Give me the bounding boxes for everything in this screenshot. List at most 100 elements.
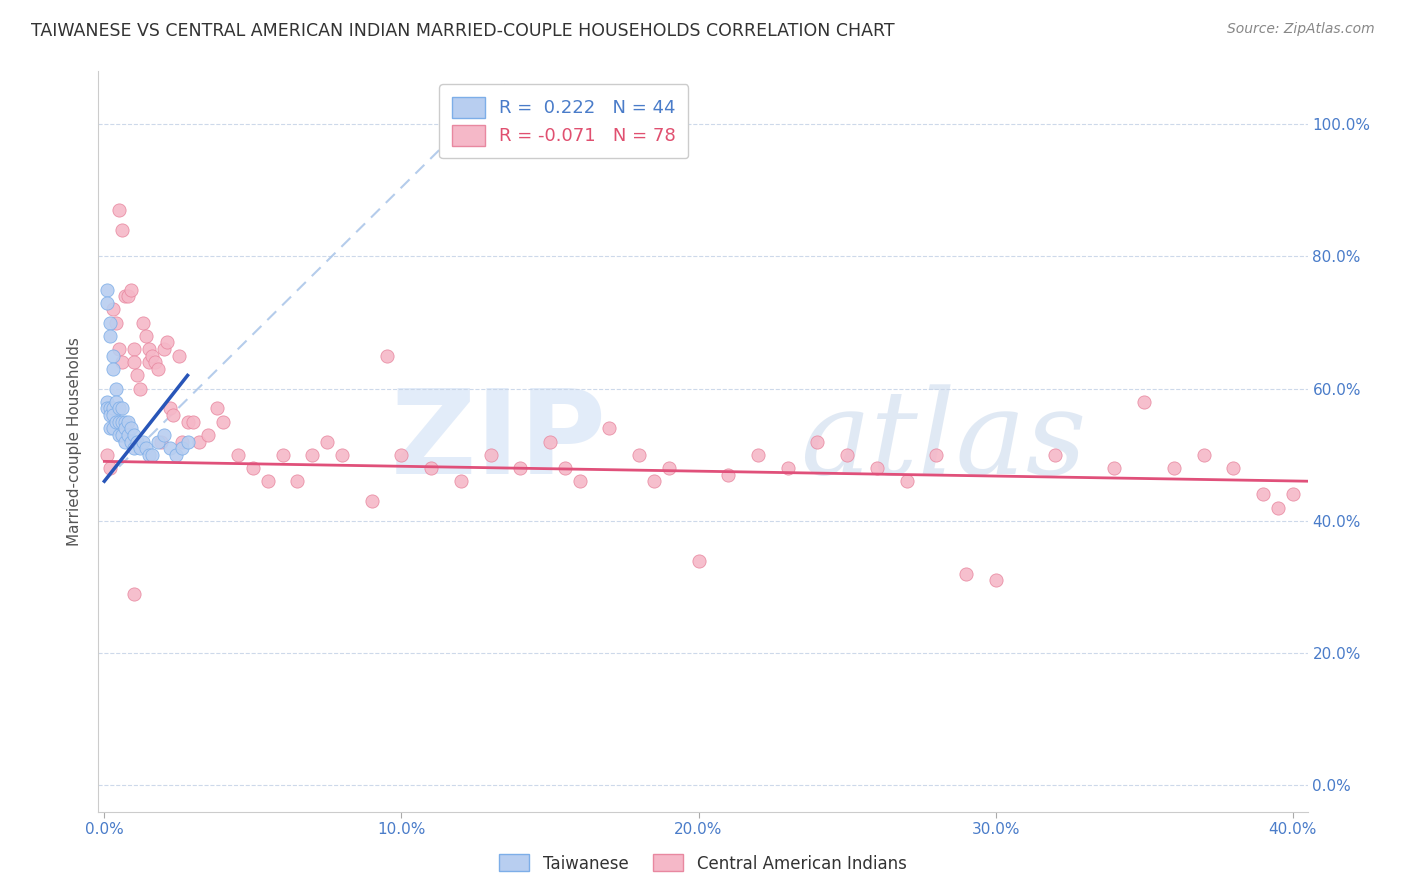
Point <box>360 494 382 508</box>
Point <box>122 441 145 455</box>
Point <box>170 441 193 455</box>
Point <box>98 408 121 422</box>
Point <box>117 415 139 429</box>
Point <box>207 401 229 416</box>
Point <box>111 401 134 416</box>
Legend: Taiwanese, Central American Indians: Taiwanese, Central American Indians <box>492 847 914 880</box>
Point <box>420 461 443 475</box>
Point <box>120 421 142 435</box>
Point <box>156 335 179 350</box>
Point <box>165 448 187 462</box>
Point <box>98 401 121 416</box>
Point <box>316 434 339 449</box>
Point <box>129 441 152 455</box>
Point <box>1104 461 1126 475</box>
Point <box>138 342 160 356</box>
Point <box>925 448 948 462</box>
Point <box>141 349 163 363</box>
Point <box>170 434 193 449</box>
Point <box>114 289 136 303</box>
Point <box>149 434 172 449</box>
Point <box>125 368 148 383</box>
Point <box>554 461 576 475</box>
Point <box>105 415 128 429</box>
Point <box>96 395 118 409</box>
Point <box>96 295 118 310</box>
Point <box>96 401 118 416</box>
Point <box>122 342 145 356</box>
Point <box>125 434 148 449</box>
Point <box>835 448 858 462</box>
Point <box>108 415 131 429</box>
Point <box>167 349 190 363</box>
Point <box>598 421 620 435</box>
Point <box>122 586 145 600</box>
Point <box>103 361 125 376</box>
Point <box>896 474 918 488</box>
Point <box>242 461 264 475</box>
Point <box>135 441 157 455</box>
Point <box>747 448 769 462</box>
Point <box>658 461 681 475</box>
Point <box>122 428 145 442</box>
Point <box>568 474 591 488</box>
Text: atlas: atlas <box>800 384 1085 499</box>
Point <box>806 434 828 449</box>
Point <box>120 434 142 449</box>
Point <box>108 428 131 442</box>
Point <box>103 349 125 363</box>
Point <box>538 434 561 449</box>
Point <box>114 415 136 429</box>
Point <box>176 434 198 449</box>
Point <box>108 401 131 416</box>
Point <box>256 474 278 488</box>
Point <box>509 461 531 475</box>
Point <box>98 316 121 330</box>
Point <box>120 283 142 297</box>
Point <box>111 223 134 237</box>
Point <box>301 448 323 462</box>
Point <box>108 203 131 218</box>
Point <box>188 434 211 449</box>
Point <box>98 421 121 435</box>
Point <box>114 421 136 435</box>
Point <box>1043 448 1066 462</box>
Point <box>138 448 160 462</box>
Text: ZIP: ZIP <box>391 384 606 499</box>
Point <box>183 415 205 429</box>
Point <box>117 289 139 303</box>
Point <box>138 355 160 369</box>
Point <box>688 553 710 567</box>
Point <box>132 434 155 449</box>
Point <box>103 421 125 435</box>
Point <box>159 401 181 416</box>
Point <box>111 428 134 442</box>
Point <box>375 349 398 363</box>
Point <box>1251 487 1274 501</box>
Point <box>143 355 166 369</box>
Point <box>152 342 174 356</box>
Point <box>643 474 665 488</box>
Point <box>129 382 152 396</box>
Point <box>391 448 413 462</box>
Point <box>146 434 169 449</box>
Point <box>103 408 125 422</box>
Point <box>114 434 136 449</box>
Point <box>176 415 198 429</box>
Point <box>152 428 174 442</box>
Y-axis label: Married-couple Households: Married-couple Households <box>67 337 83 546</box>
Point <box>717 467 740 482</box>
Point <box>1192 448 1215 462</box>
Point <box>159 441 181 455</box>
Point <box>479 448 502 462</box>
Point <box>105 395 128 409</box>
Point <box>111 415 134 429</box>
Point <box>866 461 889 475</box>
Point <box>141 448 163 462</box>
Point <box>111 355 134 369</box>
Point <box>450 474 472 488</box>
Point <box>96 283 118 297</box>
Text: Source: ZipAtlas.com: Source: ZipAtlas.com <box>1227 22 1375 37</box>
Point <box>197 428 219 442</box>
Point <box>135 328 157 343</box>
